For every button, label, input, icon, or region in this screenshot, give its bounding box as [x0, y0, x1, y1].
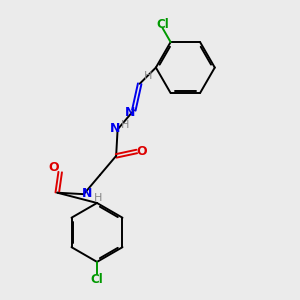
Text: N: N	[125, 106, 136, 119]
Text: O: O	[137, 145, 147, 158]
Text: Cl: Cl	[156, 18, 169, 31]
Text: Cl: Cl	[91, 273, 103, 286]
Text: H: H	[94, 193, 102, 203]
Text: N: N	[110, 122, 120, 135]
Text: N: N	[82, 187, 92, 200]
Text: H: H	[144, 71, 153, 81]
Text: H: H	[121, 120, 129, 130]
Text: O: O	[48, 161, 59, 174]
